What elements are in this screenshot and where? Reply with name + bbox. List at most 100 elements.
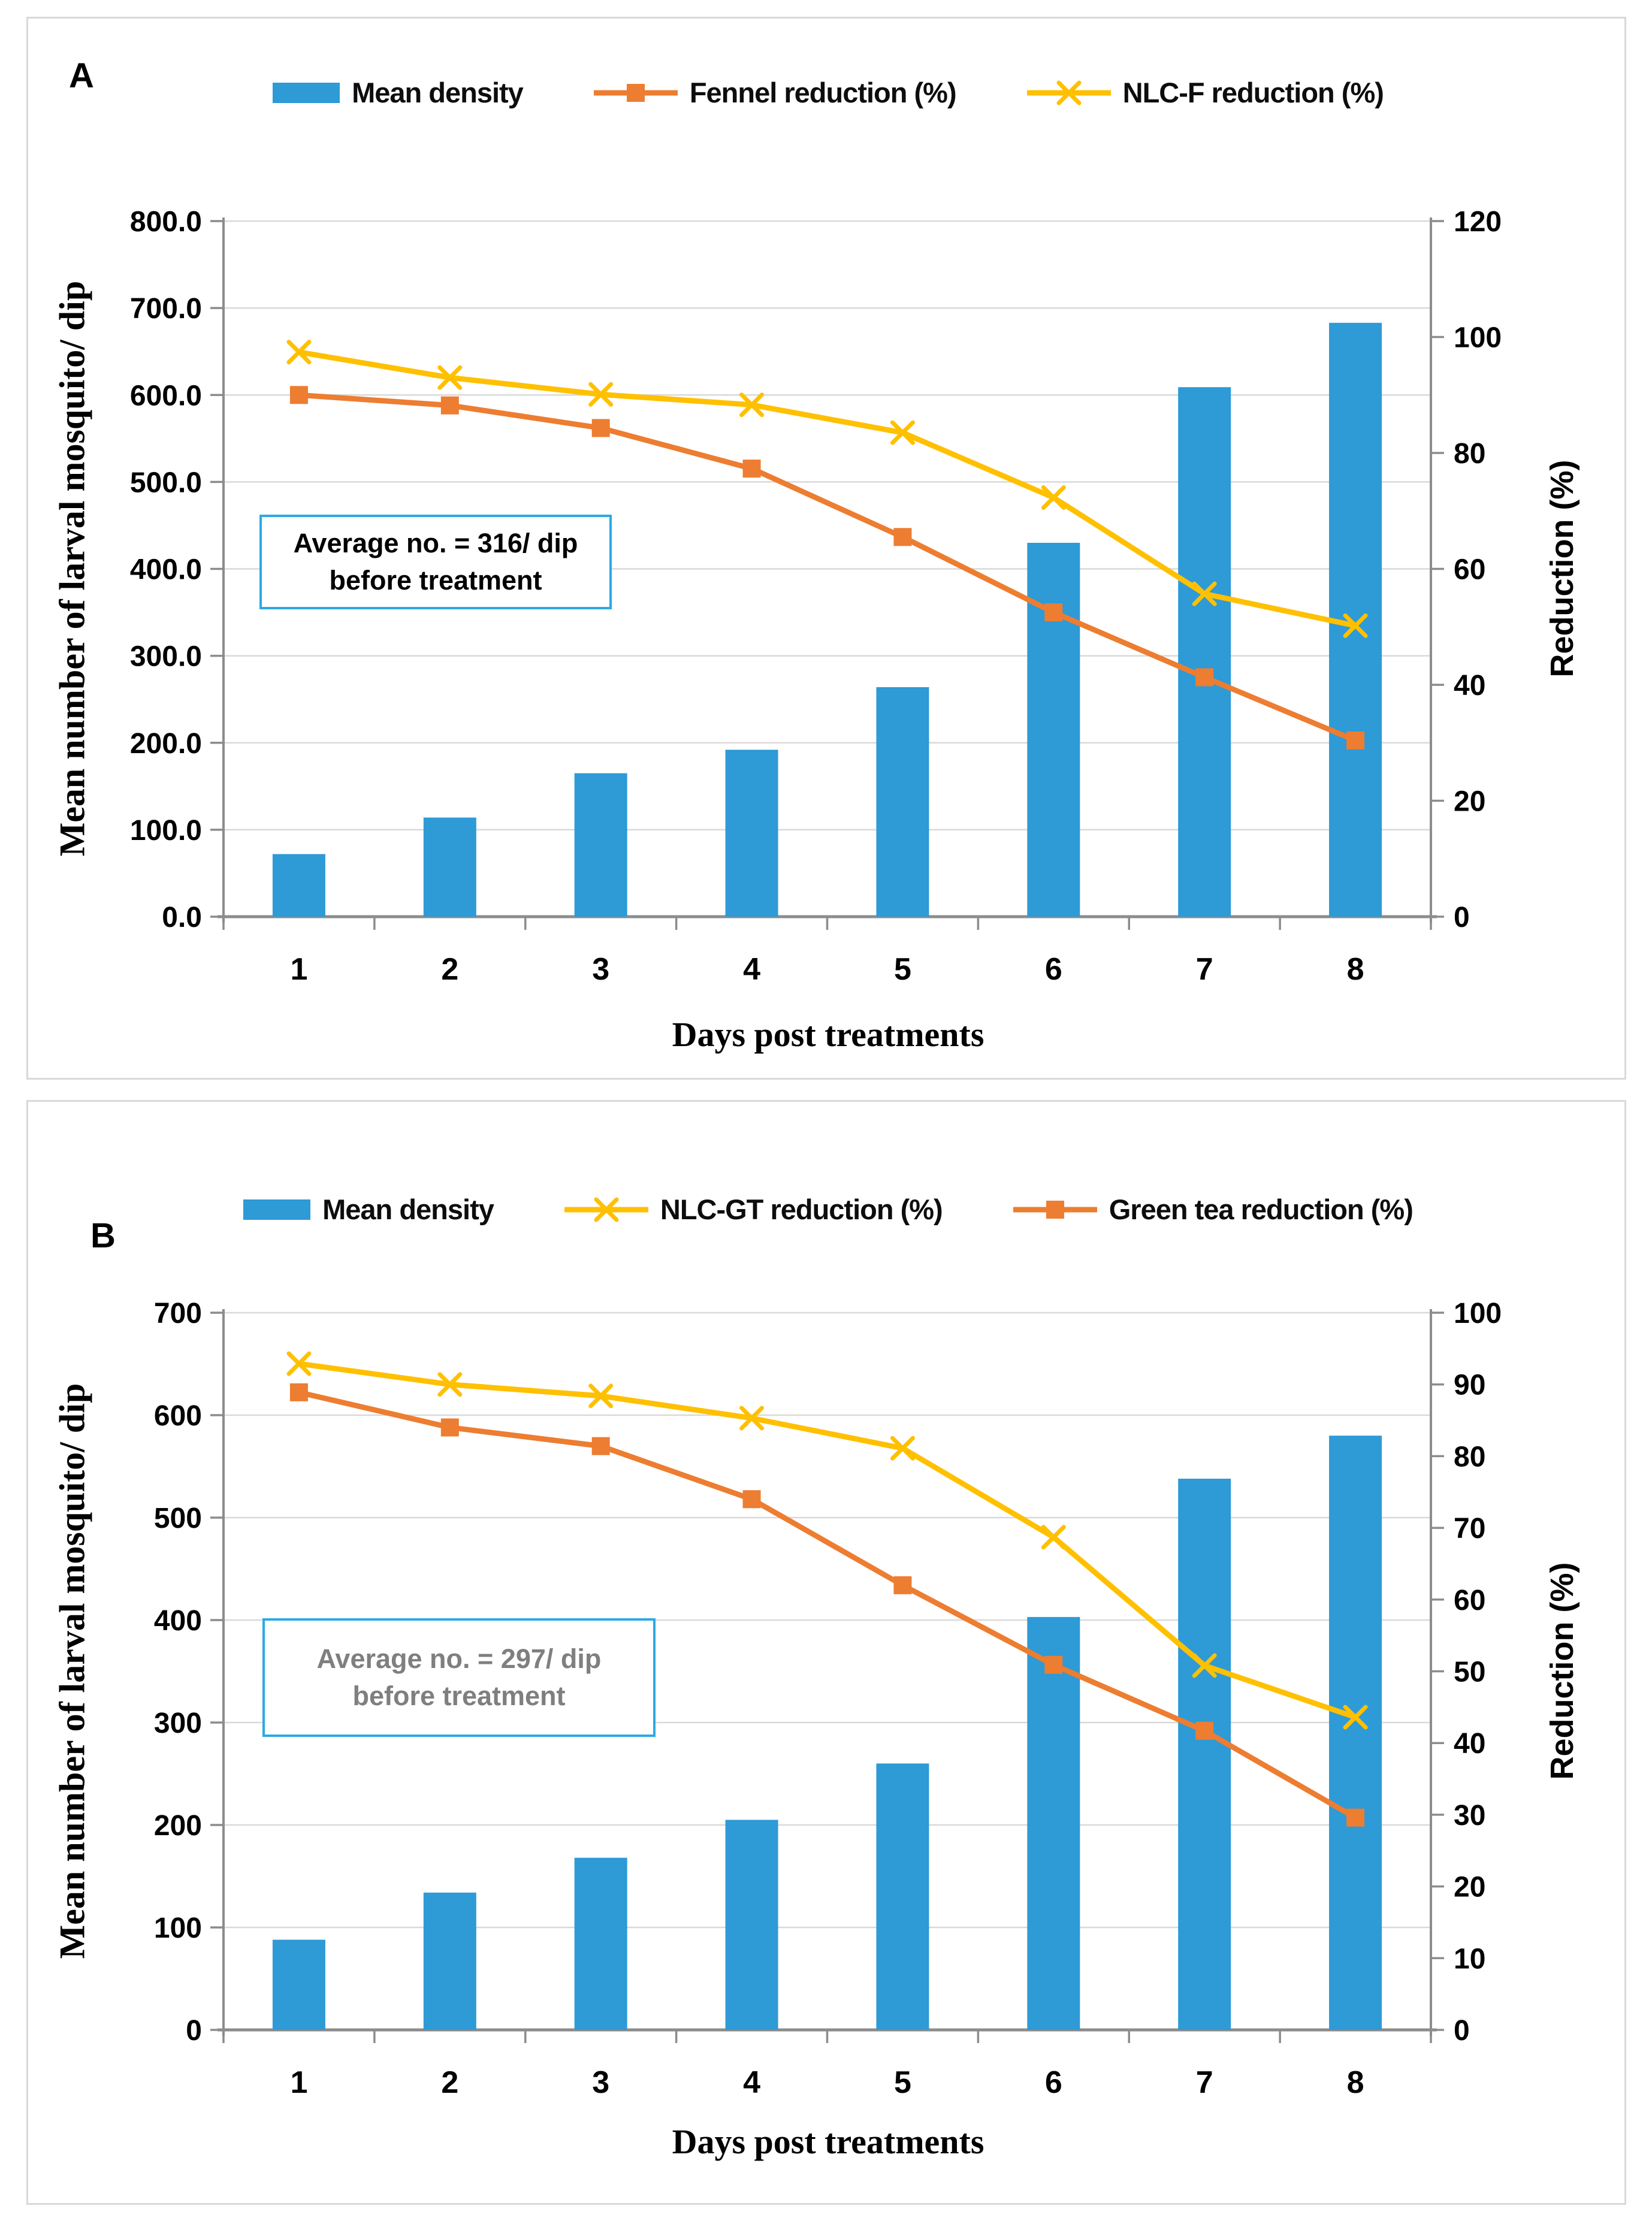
svg-text:60: 60 [1454,554,1485,586]
svg-text:90: 90 [1454,1370,1485,1401]
series-nlc-f-reduction- [286,340,1368,638]
bar-day-4 [725,750,778,917]
svg-text:7: 7 [1196,952,1213,987]
svg-text:120: 120 [1454,206,1502,238]
axis-tick-labels: 0 100 200 300 400 500 600 700 0 10 20 30 40 50 60 70 80 9… [154,1298,1502,2100]
marker-square [1346,1808,1365,1827]
svg-text:6: 6 [1045,2065,1062,2100]
marker-square [742,1490,761,1509]
annotation-line: Average no. = 316/ dip [293,527,578,558]
marker-square [440,1418,459,1437]
svg-text:7: 7 [1196,2065,1213,2100]
svg-text:8: 8 [1347,2065,1364,2100]
chart-b-canvas: 0 100 200 300 400 500 600 700 0 10 20 30 40 50 60 70 80 9… [154,1298,1502,2100]
svg-text:500.0: 500.0 [130,467,202,498]
svg-text:0.0: 0.0 [162,902,202,933]
series-nlc-gt-reduction- [286,1351,1368,1730]
legend-item-nlc-f-reduction-: NLC-F reduction (%) [1026,76,1384,109]
svg-text:1: 1 [290,952,307,987]
svg-text:20: 20 [1454,1872,1485,1903]
panel-b-right-axis-title: Reduction (%) [1544,1562,1580,1780]
svg-text:80: 80 [1454,438,1485,470]
legend-bar-swatch-icon [243,1199,311,1220]
svg-text:800.0: 800.0 [130,206,202,238]
marker-square [440,396,459,415]
marker-x [1343,613,1368,638]
svg-text:70: 70 [1454,1513,1485,1545]
legend-label: Mean density [322,1193,494,1225]
bar-day-6 [1027,542,1080,917]
marker-square [1044,603,1063,622]
annotation-line: Average no. = 297/ dip [316,1643,602,1674]
bar-day-1 [272,854,325,917]
svg-text:40: 40 [1454,1728,1485,1760]
line-series [286,340,1368,750]
svg-text:700: 700 [154,1298,202,1329]
bar-day-8 [1329,1436,1382,2030]
svg-text:300.0: 300.0 [130,641,202,673]
svg-text:8: 8 [1347,952,1364,987]
svg-text:500: 500 [154,1503,202,1534]
svg-text:400.0: 400.0 [130,554,202,586]
svg-text:3: 3 [592,952,609,987]
svg-text:200: 200 [154,1810,202,1842]
svg-text:0: 0 [1454,902,1470,933]
svg-text:10: 10 [1454,1943,1485,1975]
svg-text:3: 3 [592,2065,609,2100]
svg-text:4: 4 [743,952,760,987]
svg-text:100: 100 [1454,322,1502,354]
series-green-tea-reduction- [289,1383,1365,1827]
marker-x [739,392,765,418]
panel-b-left-axis-title: Mean number of larval mosquito/ dip [52,1383,92,1959]
bar-day-2 [423,1892,476,2030]
legend-item-fennel-reduction-: Fennel reduction (%) [593,76,957,109]
legend-item-mean-density: Mean density [243,1193,494,1226]
marker-x [890,420,915,445]
panel-a: A Mean density Fennel reduction (%) NLC-F … [26,17,1626,1080]
axes [210,217,1444,930]
legend-line-swatch-icon [564,1197,648,1222]
svg-text:0: 0 [1454,2015,1470,2047]
marker-x [739,1406,765,1431]
marker-x [1041,485,1066,510]
axes [210,1309,1444,2043]
marker-x [437,365,463,390]
bar-day-3 [574,773,627,917]
marker-square [289,1383,308,1401]
svg-text:4: 4 [743,2065,760,2100]
marker-x [588,382,614,407]
svg-text:5: 5 [894,2065,911,2100]
svg-text:6: 6 [1045,952,1062,987]
svg-text:60: 60 [1454,1585,1485,1616]
svg-text:100: 100 [1454,1298,1502,1329]
marker-square [742,460,761,478]
bar-day-4 [725,1820,778,2030]
marker-square [1044,1655,1063,1674]
panel-b-label: B [90,1216,116,1255]
svg-text:40: 40 [1454,670,1485,702]
marker-x [437,1372,463,1397]
panel-a-label: A [69,56,94,95]
bar-day-7 [1178,1479,1231,2030]
bar-day-5 [876,687,929,917]
marker-square [1195,668,1214,687]
svg-text:30: 30 [1454,1800,1485,1832]
legend-label: Fennel reduction (%) [689,77,957,108]
svg-text:200.0: 200.0 [130,728,202,760]
marker-x [1192,581,1217,606]
marker-x [286,1351,312,1376]
marker-square [893,528,912,546]
marker-x [890,1436,915,1461]
annotation-line: before treatment [329,565,542,596]
chart-a-canvas: 0.0100.0200.0300.0400.0500.0600.0700.080… [130,206,1502,987]
panel-a-right-axis-title: Reduction (%) [1544,460,1580,678]
marker-square [1195,1721,1214,1740]
bar-day-6 [1027,1616,1080,2030]
svg-text:50: 50 [1454,1657,1485,1688]
legend-b: Mean density NLC-GT reduction (%) Green te… [28,1193,1628,1226]
svg-text:400: 400 [154,1605,202,1637]
bars [272,1436,1382,2030]
legend-line-swatch-icon [593,83,678,102]
bar-day-3 [574,1857,627,2030]
